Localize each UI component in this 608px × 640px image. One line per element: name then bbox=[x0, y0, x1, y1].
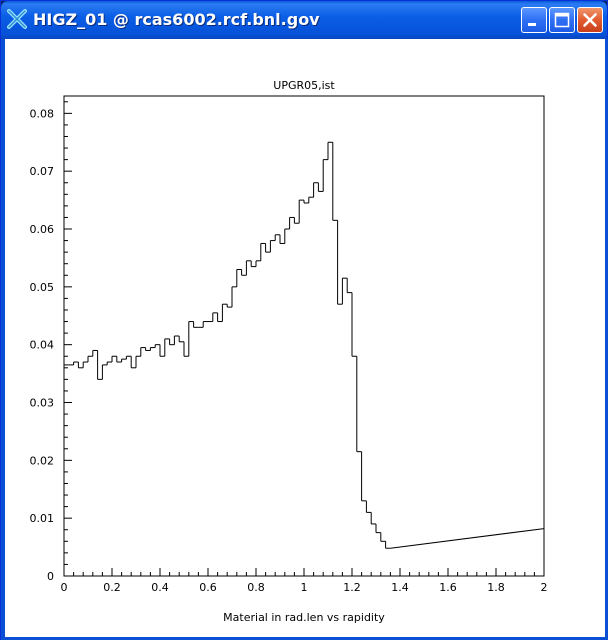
y-tick-label: 0.05 bbox=[30, 281, 55, 294]
y-tick-label: 0.08 bbox=[30, 107, 55, 120]
x-axis-ticks: 0 0.2 0.4 0.6 0.8 1 1.2 1.4 1.6 1.8 2 bbox=[61, 568, 548, 594]
window-border-left bbox=[1, 39, 5, 640]
y-axis-ticks: 0 0.01 0.02 0.03 0.04 0.05 0.06 0.07 0.08 bbox=[30, 101, 72, 583]
x-tick-label: 0 bbox=[61, 581, 68, 594]
title-bar[interactable]: HIGZ_01 @ rcas6002.rcf.bnl.gov bbox=[1, 1, 607, 39]
close-button[interactable] bbox=[577, 7, 603, 33]
x-tick-label: 1.8 bbox=[487, 581, 505, 594]
x-tick-label: 1.2 bbox=[343, 581, 361, 594]
x-tick-label: 0.6 bbox=[199, 581, 217, 594]
plot-frame bbox=[63, 95, 545, 577]
x-tick-label: 0.2 bbox=[103, 581, 121, 594]
maximize-button[interactable] bbox=[549, 7, 575, 33]
plot-title: UPGR05,ist bbox=[273, 79, 335, 92]
higz-x-icon bbox=[7, 9, 27, 29]
minimize-icon bbox=[528, 23, 536, 26]
histogram-tail bbox=[390, 528, 545, 549]
minimize-button[interactable] bbox=[521, 7, 547, 33]
histogram-bins bbox=[64, 141, 545, 549]
window-border-right bbox=[605, 39, 608, 640]
x-tick-label: 0.4 bbox=[151, 581, 169, 594]
y-tick-label: 0.02 bbox=[30, 454, 55, 467]
x-tick-label: 1 bbox=[301, 581, 308, 594]
y-tick-label: 0.01 bbox=[30, 512, 55, 525]
y-tick-label: 0.04 bbox=[30, 339, 55, 352]
x-tick-label: 0.8 bbox=[247, 581, 265, 594]
window-title: HIGZ_01 @ rcas6002.rcf.bnl.gov bbox=[33, 10, 320, 29]
y-tick-label: 0.07 bbox=[30, 165, 55, 178]
window-border-bottom bbox=[1, 637, 608, 640]
y-tick-label: 0.03 bbox=[30, 397, 55, 410]
y-tick-label: 0.06 bbox=[30, 223, 55, 236]
x-tick-label: 1.6 bbox=[439, 581, 457, 594]
close-icon bbox=[583, 13, 597, 27]
window-controls bbox=[521, 7, 603, 33]
plot-canvas-area: UPGR05,ist Material in rad.len vs rapidi… bbox=[5, 39, 605, 637]
maximize-icon bbox=[554, 12, 570, 28]
y-tick-label: 0 bbox=[47, 570, 54, 583]
x-axis-label: Material in rad.len vs rapidity bbox=[223, 611, 385, 624]
histogram-plot: UPGR05,ist Material in rad.len vs rapidi… bbox=[30, 79, 548, 624]
x-tick-label: 2 bbox=[541, 581, 548, 594]
x-tick-label: 1.4 bbox=[391, 581, 409, 594]
